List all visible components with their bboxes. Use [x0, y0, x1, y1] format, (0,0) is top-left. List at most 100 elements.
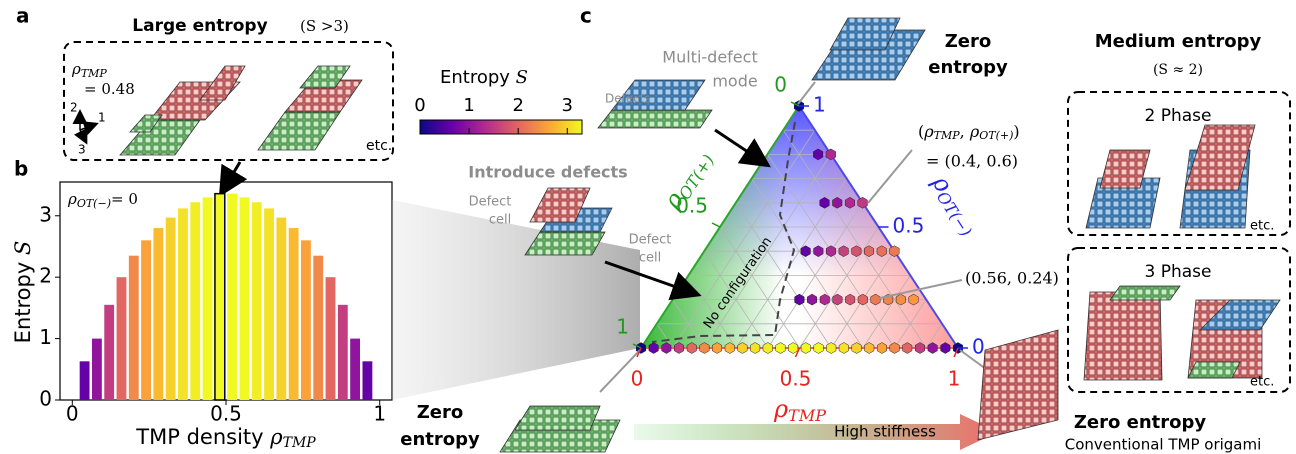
- defects-label: Defects: [605, 92, 651, 106]
- bar: [276, 218, 286, 400]
- bar: [289, 228, 299, 400]
- y-tick-label: 0: [39, 387, 52, 411]
- arrow: [715, 130, 766, 164]
- bar: [80, 361, 90, 400]
- origami-block: [120, 120, 200, 155]
- subscript: TMP: [81, 67, 108, 80]
- tick-label-tmp: 0.5: [780, 367, 812, 391]
- zoom-shade: [392, 200, 640, 400]
- bar: [92, 339, 102, 400]
- x-tick-label: 1: [373, 402, 386, 426]
- bar: [215, 194, 225, 400]
- bar: [129, 256, 139, 400]
- x-label-symbol: ρ: [269, 425, 283, 449]
- bar: [338, 305, 348, 400]
- symbol: ρ: [67, 190, 77, 208]
- x-tick-label: 0: [66, 402, 79, 426]
- density-value: = 0.48: [84, 80, 135, 98]
- y-tick-label: 2: [39, 264, 52, 288]
- zero-entropy-label: Zero: [945, 31, 992, 52]
- body: a b c Large entropy (S >3) ρTMP = 0.48 2…: [0, 0, 1296, 454]
- axis-title-tmp: ρTMP: [773, 395, 826, 425]
- symbol: ρ: [969, 122, 980, 141]
- tick-label-otm: 0.5: [893, 214, 925, 238]
- defect-cell-label: Defect: [629, 233, 672, 248]
- zero-entropy-label: Zero entropy: [1074, 412, 1207, 433]
- tick-label-otp: 0: [774, 73, 787, 97]
- symbol: ρ: [923, 122, 934, 141]
- colorbar-tick-label: 0: [414, 95, 425, 116]
- bar: [117, 277, 127, 400]
- origami-block: [258, 112, 340, 150]
- bar: [240, 197, 250, 400]
- bar: [227, 194, 237, 400]
- tick-label-otm: 0: [972, 335, 985, 359]
- multi-defect-label: Multi-defect: [662, 48, 757, 67]
- bar-annotation: ρOT(−)= 0: [67, 190, 138, 210]
- bar: [203, 197, 213, 400]
- origami-large-entropy: [120, 66, 362, 155]
- colorbar-title-text: Entropy: [440, 67, 510, 88]
- panel-title: Large entropy: [132, 16, 267, 36]
- arrow: [222, 162, 240, 192]
- subscript: TMP: [934, 129, 961, 142]
- multi-defect-label: mode: [712, 72, 757, 91]
- origami-block: [598, 110, 712, 128]
- origami-block: [1188, 362, 1240, 378]
- bar: [362, 361, 372, 400]
- bar: [264, 208, 274, 400]
- y-tick-label: 1: [39, 325, 52, 349]
- colorbar-tick-label: 3: [562, 95, 573, 116]
- bar: [153, 228, 163, 400]
- axis-icon-label: 3: [78, 143, 86, 157]
- symbol: ρ: [71, 60, 81, 78]
- origami-2-phase: [1086, 125, 1255, 228]
- bar: [166, 218, 176, 400]
- panel-label: b: [14, 157, 28, 181]
- tick-label-tmp: 0: [631, 367, 644, 391]
- colorbar-title: Entropy S: [440, 67, 528, 88]
- subscript: OT(−): [933, 188, 976, 240]
- bar: [178, 208, 188, 400]
- colorbar-symbol: S: [516, 67, 528, 88]
- origami-block: [978, 330, 1058, 440]
- panel-label: c: [580, 4, 592, 28]
- subscript: TMP: [788, 406, 826, 425]
- tick-label-tmp: 1: [948, 367, 961, 391]
- origami-block: [1084, 292, 1162, 380]
- zero-entropy-label: entropy: [400, 429, 480, 450]
- stiffness-label: High stiffness: [834, 423, 936, 441]
- x-label-text: TMP density: [135, 425, 263, 449]
- axis-icon-label: 2: [70, 101, 78, 115]
- colorbar-tick-label: 2: [512, 95, 523, 116]
- x-tick-label: 0.5: [210, 402, 242, 426]
- origami-zero-left: [500, 406, 620, 452]
- phase-label: 2 Phase: [1145, 106, 1212, 126]
- axes-icon: [80, 112, 96, 142]
- y-tick-label: 3: [39, 202, 52, 226]
- panel-label: a: [16, 4, 30, 28]
- colorbar: 0 1 2 3: [414, 95, 582, 134]
- bar: [301, 240, 311, 400]
- origami-block: [515, 406, 600, 430]
- etc-label: etc.: [1250, 219, 1274, 234]
- x-axis-label: TMP density ρTMP: [135, 425, 316, 452]
- colorbar-tick-label: 1: [463, 95, 474, 116]
- origami-block: [1110, 286, 1180, 300]
- bar: [141, 240, 151, 400]
- tick-label-otm: 1: [813, 93, 826, 117]
- tick-otp: [712, 223, 720, 227]
- tick-label-otp: 1: [616, 315, 629, 339]
- subscript: OT(+): [979, 129, 1013, 142]
- y-label-text: Entropy: [11, 262, 35, 344]
- y-label-symbol: S: [11, 241, 35, 255]
- separator: ,: [960, 122, 970, 141]
- defect-cell-label: cell: [639, 251, 661, 266]
- subscript: OT(−): [77, 197, 111, 210]
- density-label: ρTMP: [71, 60, 107, 80]
- introduce-defects-label: Introduce defects: [468, 163, 627, 182]
- bar: [190, 202, 200, 400]
- conventional-label: Conventional TMP origami: [1065, 436, 1262, 454]
- leader-line: [868, 150, 912, 203]
- symbol: ρ: [773, 395, 788, 423]
